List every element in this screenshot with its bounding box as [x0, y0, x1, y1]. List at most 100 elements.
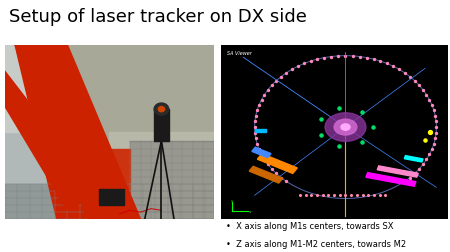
Point [283, 72, 290, 76]
Point [411, 79, 418, 83]
Polygon shape [366, 173, 416, 186]
Point [423, 158, 430, 162]
Point [383, 62, 390, 66]
Text: NOTE:: NOTE: [223, 203, 254, 212]
Point [432, 114, 439, 118]
Point [342, 54, 349, 58]
Text: SA Viewer: SA Viewer [227, 51, 252, 56]
Bar [4, 45, 214, 132]
Point [319, 194, 326, 198]
Point [307, 60, 314, 64]
Point [421, 138, 428, 142]
Point [265, 88, 272, 92]
Point [297, 194, 304, 198]
Point [294, 65, 302, 69]
Circle shape [334, 120, 357, 136]
Point [356, 55, 363, 59]
Text: •  Z axis along M1-M2 centers, towards M2: • Z axis along M1-M2 centers, towards M2 [226, 239, 406, 248]
Point [261, 93, 268, 97]
Point [428, 104, 436, 108]
Point [432, 120, 440, 124]
Point [419, 88, 427, 92]
Circle shape [154, 104, 169, 116]
Point [258, 98, 265, 102]
Text: •  X axis along M1s centers, towards SX: • X axis along M1s centers, towards SX [226, 221, 394, 230]
Point [395, 68, 402, 72]
Point [401, 180, 408, 184]
Point [265, 163, 272, 167]
Point [389, 65, 396, 69]
Point [370, 58, 377, 62]
Circle shape [341, 124, 350, 131]
Bar [109, 132, 214, 219]
Point [278, 176, 285, 180]
Point [261, 158, 268, 162]
Point [353, 194, 360, 198]
Circle shape [158, 107, 165, 112]
Text: Setup of laser tracker on DX side: Setup of laser tracker on DX side [9, 8, 307, 25]
Point [317, 134, 324, 138]
Point [336, 107, 343, 111]
Point [308, 194, 315, 198]
Bar [255, 129, 266, 132]
Point [376, 194, 383, 198]
Point [268, 167, 275, 171]
Point [382, 194, 389, 198]
Point [278, 75, 285, 79]
Text: y: y [231, 198, 233, 202]
Point [314, 58, 321, 62]
Point [406, 75, 414, 79]
Point [321, 56, 328, 60]
Point [288, 68, 296, 72]
Point [317, 117, 324, 121]
Polygon shape [15, 45, 99, 219]
Point [256, 104, 263, 108]
Point [349, 55, 356, 59]
Polygon shape [249, 167, 283, 183]
Point [426, 98, 433, 102]
Point [314, 194, 321, 198]
Point [415, 167, 423, 171]
Text: x: x [249, 209, 252, 213]
Point [251, 131, 258, 135]
Point [253, 142, 261, 146]
Point [251, 125, 258, 130]
Point [411, 172, 418, 176]
Point [426, 153, 433, 157]
Point [370, 194, 378, 198]
Point [330, 194, 338, 198]
Point [369, 125, 376, 130]
Point [336, 144, 343, 148]
Point [347, 194, 355, 198]
Point [430, 109, 437, 113]
Point [253, 109, 261, 113]
Point [302, 194, 309, 198]
Polygon shape [4, 72, 99, 211]
Point [252, 137, 259, 141]
Point [433, 125, 440, 130]
Point [426, 130, 433, 134]
Point [256, 147, 263, 151]
Bar [68, 45, 214, 167]
Point [268, 84, 275, 88]
Point [273, 79, 280, 83]
Point [283, 180, 290, 184]
Point [251, 120, 258, 124]
Point [364, 194, 372, 198]
Polygon shape [404, 156, 423, 162]
Bar [130, 141, 214, 219]
Point [273, 172, 280, 176]
Point [401, 72, 408, 76]
Point [406, 176, 414, 180]
Polygon shape [377, 166, 418, 177]
Point [419, 163, 427, 167]
Bar [78, 150, 130, 193]
Bar [4, 184, 214, 219]
Point [359, 140, 366, 144]
Point [359, 194, 366, 198]
Point [325, 194, 332, 198]
Point [258, 153, 265, 157]
Point [328, 55, 335, 59]
Point [423, 93, 430, 97]
Point [363, 56, 370, 60]
